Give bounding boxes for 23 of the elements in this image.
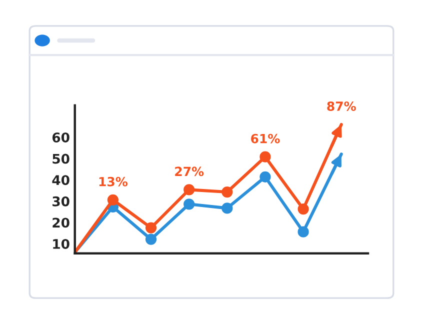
point [145, 222, 157, 234]
point [184, 184, 195, 196]
y-tick-label: 30 [52, 196, 70, 206]
annotation: 13% [99, 176, 128, 186]
point [260, 171, 271, 182]
point [184, 198, 195, 210]
point [107, 194, 118, 206]
annotation: 87% [327, 101, 356, 111]
point [145, 234, 157, 245]
y-tick-label: 10 [53, 239, 70, 249]
point [298, 226, 309, 238]
y-tick-label: 20 [52, 218, 70, 228]
point [222, 186, 233, 198]
y-tick-label: 50 [52, 154, 70, 164]
y-tick-label: 40 [52, 175, 70, 186]
point [222, 202, 233, 214]
point [298, 204, 309, 215]
annotation: 61% [251, 134, 280, 144]
point [260, 151, 271, 162]
line-series [74, 122, 343, 254]
annotation: 27% [175, 166, 204, 176]
y-tick-label: 60 [52, 132, 70, 142]
line-series [74, 152, 343, 254]
